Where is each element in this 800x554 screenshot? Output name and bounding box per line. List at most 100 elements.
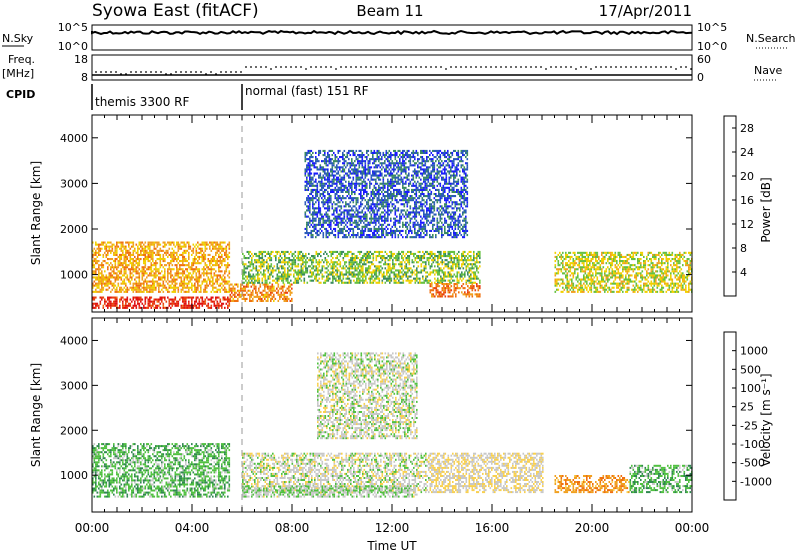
data-cell [128, 249, 130, 252]
data-cell [177, 255, 180, 258]
data-cell [125, 258, 127, 261]
data-cell [306, 223, 308, 226]
data-cell [132, 266, 135, 269]
data-cell [158, 253, 160, 256]
data-cell [119, 304, 121, 307]
data-cell [345, 273, 348, 276]
data-cell [361, 209, 364, 212]
data-cell [162, 266, 165, 269]
data-cell [351, 267, 354, 270]
data-cell [385, 217, 388, 220]
data-cell [376, 232, 379, 235]
data-cell [378, 160, 380, 163]
data-cell [378, 149, 380, 152]
data-cell [153, 300, 156, 303]
data-cell [225, 298, 228, 301]
data-cell [346, 221, 349, 224]
data-cell [325, 178, 328, 181]
data-cell [313, 213, 316, 216]
data-cell [278, 267, 280, 270]
data-cell [467, 271, 469, 274]
data-cell [192, 290, 195, 293]
data-cell [125, 260, 127, 263]
data-cell [468, 259, 471, 262]
data-cell [98, 280, 100, 283]
data-cell [360, 259, 363, 262]
data-cell [438, 257, 441, 260]
data-cell [383, 263, 385, 266]
data-cell [273, 295, 275, 298]
data-cell [152, 288, 154, 291]
data-cell [270, 257, 273, 260]
data-cell [225, 290, 228, 293]
data-cell [279, 271, 282, 274]
data-cell [260, 271, 262, 274]
data-cell [252, 281, 255, 284]
data-cell [366, 271, 369, 274]
data-cell [360, 271, 363, 274]
data-cell [330, 255, 333, 258]
data-cell [393, 223, 395, 226]
data-cell [361, 211, 364, 214]
data-cell [270, 287, 272, 290]
data-cell [363, 261, 366, 264]
data-cell [324, 188, 326, 191]
data-cell [228, 241, 231, 244]
data-cell [348, 190, 350, 193]
data-cell [340, 178, 343, 181]
data-cell [131, 286, 133, 289]
data-cell [102, 306, 105, 309]
data-cell [462, 267, 465, 270]
data-cell [279, 277, 282, 280]
data-cell [259, 283, 262, 286]
data-cell [360, 156, 362, 159]
data-cell [212, 296, 214, 299]
data-cell [471, 263, 474, 266]
data-cell [155, 298, 157, 301]
data-cell [167, 290, 169, 293]
data-cell [379, 182, 382, 185]
data-cell [349, 164, 352, 167]
freq-point [415, 66, 417, 68]
data-cell [459, 277, 462, 280]
data-cell [153, 268, 156, 271]
data-cell [267, 252, 270, 255]
data-cell [285, 279, 288, 282]
data-cell [182, 286, 184, 289]
data-cell [360, 265, 363, 268]
data-cell [282, 275, 285, 278]
data-cell [131, 266, 133, 269]
data-cell [443, 252, 445, 255]
data-cell [461, 259, 463, 262]
data-cell [402, 269, 405, 272]
data-cell [215, 241, 217, 244]
data-cell [331, 168, 334, 171]
freq-point [690, 68, 692, 70]
freq-point [465, 66, 467, 68]
data-cell [368, 261, 370, 264]
data-cell [134, 278, 136, 281]
data-cell [354, 182, 356, 185]
data-cell [113, 251, 115, 254]
data-cell [330, 162, 332, 165]
data-cell [153, 245, 156, 248]
data-cell [388, 197, 391, 200]
data-cell [348, 273, 351, 276]
data-cell [380, 257, 382, 260]
data-cell [473, 257, 475, 260]
data-cell [364, 213, 367, 216]
data-cell [394, 223, 397, 226]
data-cell [361, 219, 364, 222]
data-cell [394, 211, 397, 214]
data-cell [379, 236, 382, 239]
data-cell [452, 250, 454, 253]
data-cell [410, 275, 412, 278]
data-cell [342, 201, 344, 204]
data-cell [146, 286, 148, 289]
freq-point [435, 66, 437, 68]
data-cell [92, 241, 94, 244]
data-cell [382, 211, 385, 214]
data-cell [137, 258, 139, 261]
data-cell [258, 261, 261, 264]
data-cell [357, 227, 359, 230]
